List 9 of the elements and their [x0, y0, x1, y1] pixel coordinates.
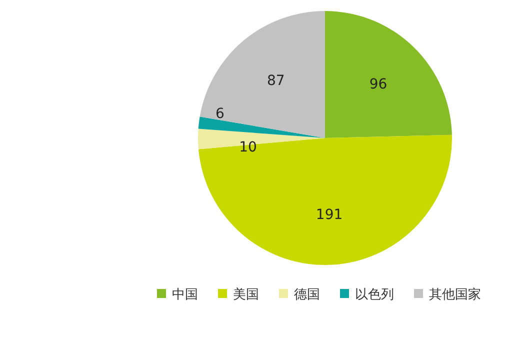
data-label: 96 — [369, 76, 388, 92]
legend-label: 中国 — [172, 288, 198, 302]
legend-label: 美国 — [233, 286, 259, 302]
legend-label: 以色列 — [355, 288, 394, 302]
data-label: 87 — [266, 72, 285, 89]
data-label: 191 — [316, 207, 343, 224]
legend-label: 其他国家 — [429, 286, 481, 302]
legend-label: 德国 — [294, 288, 320, 302]
data-label: 6 — [216, 106, 225, 122]
